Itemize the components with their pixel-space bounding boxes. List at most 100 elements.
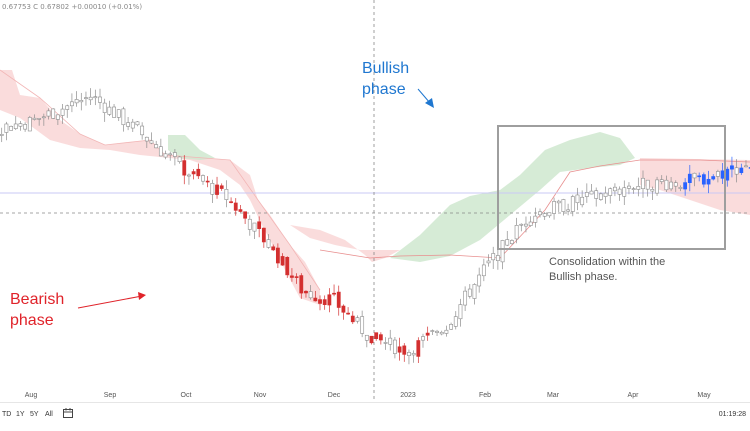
candle-body [575,194,580,204]
candle [369,335,374,345]
candle-body [187,174,191,177]
candle-body [46,110,51,117]
candle-body [617,188,622,195]
candle-body [360,316,365,334]
candle-body [154,144,159,149]
candle-body [65,105,70,110]
candle [505,230,510,247]
candle-body [149,140,154,144]
candle-body [126,122,130,127]
candle-body [299,275,304,294]
candle [318,295,322,311]
candle-body [112,106,116,118]
candle-body [561,199,566,212]
candle-body [622,187,627,197]
candle [107,100,112,116]
candle-body [444,329,449,334]
candle-body [458,304,463,320]
candle [332,284,336,297]
range-1y-button[interactable]: 1Y [16,411,25,418]
candle-body [528,221,533,226]
candle [210,179,215,203]
candle [589,184,594,195]
candle [350,311,355,325]
candle [608,187,613,204]
candle-body [725,168,730,181]
candle [566,203,571,216]
candle [9,125,13,131]
candle [205,176,210,188]
candle-body [584,192,589,197]
bullish-arrow-head [425,98,434,108]
candle [140,122,145,140]
candle [425,326,430,341]
candle-body [98,96,102,103]
candle-body [121,108,126,126]
candle [182,155,187,185]
candle [486,254,491,267]
candle [41,113,46,126]
candle-body [683,182,688,190]
candle-body [32,117,37,120]
candle-body [594,190,599,199]
candle [397,337,402,361]
candle [430,329,435,335]
candle-body [495,255,500,261]
candle-body [51,108,56,119]
candle [491,246,496,269]
candle [411,350,416,363]
candle [655,176,659,196]
candle [196,163,201,179]
cloud-upper-edge [0,69,321,291]
candle [158,138,163,157]
candle [711,174,716,181]
candle-body [631,188,636,190]
candle [739,163,744,175]
candle-body [88,96,93,101]
candle [247,215,252,236]
candle-body [18,123,23,127]
candle-body [519,223,524,226]
candle-body [439,331,444,335]
candle-body [364,334,369,341]
candle [187,173,191,185]
candle [701,172,706,188]
candle [584,183,589,203]
candle-body [552,201,556,214]
candle-body [411,352,416,356]
candle-body [74,99,79,104]
candle [706,170,711,194]
candle-body [613,186,617,192]
candle [538,208,542,218]
candle-body [210,183,215,195]
candle [135,120,140,127]
candle-body [500,240,505,263]
candle-body [570,196,575,212]
consolidation-line-1: Consolidation within the [549,256,666,268]
range-5y-button[interactable]: 5Y [30,411,39,418]
candle [730,156,734,178]
x-tick-label: Apr [628,392,640,399]
candle [552,197,556,220]
candle-body [355,317,360,322]
candle-body [645,179,650,190]
candle [627,182,631,195]
candle [613,183,617,197]
candle [0,127,4,143]
bearish-arrow-head [138,292,146,300]
candle [271,244,276,252]
candle-body [158,146,163,157]
range-all-button[interactable]: All [45,411,53,418]
candle [524,216,528,233]
candle-body [603,192,608,197]
candle [341,304,346,320]
bearish-arrow-line [77,295,143,309]
candle-body [655,179,659,194]
candle-body [4,123,9,133]
candle-body [463,290,468,306]
candle-body [341,305,346,313]
candle-body [393,339,397,354]
goto-date-icon[interactable] [62,407,74,421]
range-td-button[interactable]: TD [2,411,12,418]
candle [453,311,458,330]
